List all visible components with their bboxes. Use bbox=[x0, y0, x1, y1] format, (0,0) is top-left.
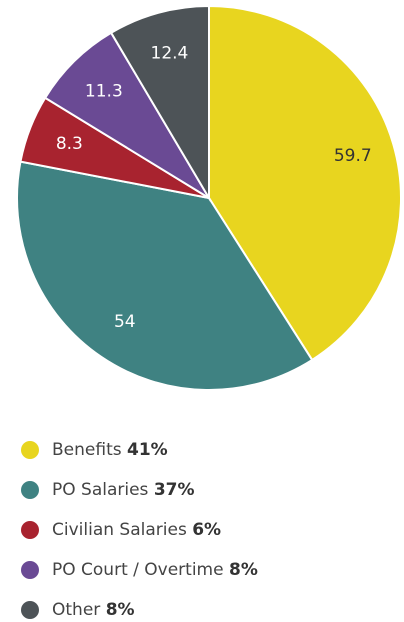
slice-label: 11.3 bbox=[85, 81, 123, 101]
slice-label: 12.4 bbox=[151, 44, 189, 64]
legend-entry: PO Salaries 37% bbox=[52, 480, 195, 500]
legend-swatch bbox=[21, 561, 39, 579]
legend-name: Benefits bbox=[52, 440, 122, 460]
pie-slice bbox=[109, 4, 210, 202]
legend-share: 37% bbox=[154, 480, 195, 500]
pie-slice bbox=[43, 31, 210, 199]
legend-swatch bbox=[21, 481, 39, 499]
legend-share: 41% bbox=[127, 440, 168, 460]
legend-share: 8% bbox=[229, 560, 258, 580]
legend-swatch bbox=[21, 521, 39, 539]
legend-entry: Other 8% bbox=[52, 600, 135, 620]
legend-entry: Benefits 41% bbox=[52, 440, 168, 460]
legend-entry: Civilian Salaries 6% bbox=[52, 520, 221, 540]
legend-share: 6% bbox=[192, 520, 221, 540]
legend-swatch bbox=[21, 601, 39, 619]
legend-name: PO Salaries bbox=[52, 480, 149, 500]
pie-slice bbox=[16, 160, 314, 391]
slice-label: 59.7 bbox=[334, 146, 372, 166]
legend-name: Civilian Salaries bbox=[52, 520, 187, 540]
legend-swatch bbox=[21, 441, 39, 459]
pie-slice bbox=[208, 4, 402, 362]
slice-label: 8.3 bbox=[56, 134, 83, 154]
legend-name: PO Court / Overtime bbox=[52, 560, 224, 580]
legend-name: Other bbox=[52, 600, 100, 620]
slice-label: 54 bbox=[114, 312, 136, 332]
legend-entry: PO Court / Overtime 8% bbox=[52, 560, 258, 580]
legend-share: 8% bbox=[106, 600, 135, 620]
